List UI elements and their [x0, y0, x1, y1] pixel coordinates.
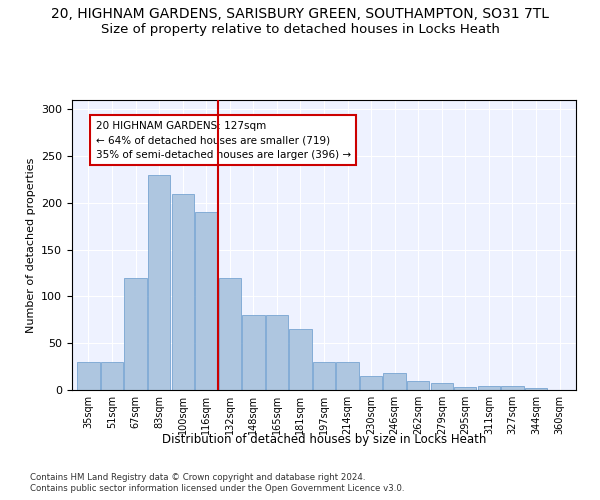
- Bar: [172, 194, 194, 390]
- Bar: [431, 384, 453, 390]
- Bar: [360, 376, 382, 390]
- Text: Size of property relative to detached houses in Locks Heath: Size of property relative to detached ho…: [101, 22, 499, 36]
- Bar: [124, 278, 147, 390]
- Bar: [77, 362, 100, 390]
- Bar: [195, 212, 217, 390]
- Text: Distribution of detached houses by size in Locks Heath: Distribution of detached houses by size …: [162, 432, 486, 446]
- Bar: [525, 388, 547, 390]
- Bar: [454, 387, 476, 390]
- Text: Contains HM Land Registry data © Crown copyright and database right 2024.: Contains HM Land Registry data © Crown c…: [30, 472, 365, 482]
- Y-axis label: Number of detached properties: Number of detached properties: [26, 158, 35, 332]
- Bar: [242, 315, 265, 390]
- Bar: [383, 373, 406, 390]
- Bar: [266, 315, 288, 390]
- Bar: [148, 175, 170, 390]
- Bar: [407, 380, 430, 390]
- Bar: [501, 386, 524, 390]
- Text: 20 HIGHNAM GARDENS: 127sqm
← 64% of detached houses are smaller (719)
35% of sem: 20 HIGHNAM GARDENS: 127sqm ← 64% of deta…: [95, 120, 350, 160]
- Bar: [289, 329, 311, 390]
- Text: Contains public sector information licensed under the Open Government Licence v3: Contains public sector information licen…: [30, 484, 404, 493]
- Bar: [478, 386, 500, 390]
- Bar: [313, 362, 335, 390]
- Text: 20, HIGHNAM GARDENS, SARISBURY GREEN, SOUTHAMPTON, SO31 7TL: 20, HIGHNAM GARDENS, SARISBURY GREEN, SO…: [51, 8, 549, 22]
- Bar: [218, 278, 241, 390]
- Bar: [337, 362, 359, 390]
- Bar: [101, 362, 123, 390]
